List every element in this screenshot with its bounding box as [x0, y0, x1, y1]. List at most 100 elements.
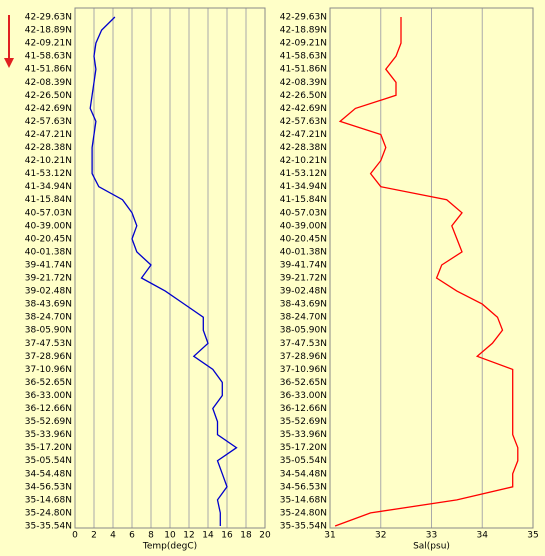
y-tick-label: 36-12.66N	[25, 404, 72, 414]
y-tick-label: 41-58.63N	[25, 52, 72, 62]
y-tick-label: 41-58.63N	[280, 52, 327, 62]
y-tick-label: 39-41.74N	[25, 260, 72, 270]
x-axis-label: Sal(psu)	[413, 542, 450, 552]
y-tick-label: 38-43.69N	[280, 300, 327, 310]
y-tick-label: 35-24.80N	[280, 508, 327, 518]
y-tick-label: 40-20.45N	[25, 234, 72, 244]
x-tick-label: 18	[240, 531, 252, 541]
y-tick-label: 42-57.63N	[25, 117, 72, 127]
y-tick-label: 35-17.20N	[280, 443, 327, 453]
y-tick-label: 37-10.96N	[25, 365, 72, 375]
y-tick-label: 37-28.96N	[25, 352, 72, 362]
y-tick-label: 41-34.94N	[25, 182, 72, 192]
y-tick-label: 40-01.38N	[280, 247, 327, 257]
y-tick-label: 39-02.48N	[25, 287, 72, 297]
y-tick-label: 40-39.00N	[280, 221, 327, 231]
y-tick-label: 35-05.54N	[25, 456, 72, 466]
y-tick-label: 38-05.90N	[25, 326, 72, 336]
y-tick-label: 42-18.89N	[280, 26, 327, 36]
y-tick-label: 42-28.38N	[25, 143, 72, 153]
y-tick-label: 41-15.84N	[280, 195, 327, 205]
x-tick-label: 10	[164, 531, 176, 541]
y-tick-label: 42-42.69N	[25, 104, 72, 114]
y-tick-label: 36-52.65N	[25, 378, 72, 388]
y-tick-label: 36-33.00N	[280, 391, 327, 401]
y-tick-label: 39-41.74N	[280, 260, 327, 270]
y-tick-label: 39-21.72N	[280, 274, 327, 284]
x-tick-label: 16	[221, 531, 233, 541]
y-tick-label: 42-28.38N	[280, 143, 327, 153]
x-tick-label: 34	[477, 531, 489, 541]
y-tick-label: 34-56.53N	[280, 482, 327, 492]
y-tick-label: 40-01.38N	[25, 247, 72, 257]
x-tick-label: 12	[183, 531, 194, 541]
data-line	[89, 16, 238, 526]
y-tick-label: 35-24.80N	[25, 508, 72, 518]
x-tick-label: 20	[259, 531, 271, 541]
y-tick-label: 41-51.86N	[25, 65, 72, 75]
x-tick-label: 32	[375, 531, 386, 541]
x-tick-label: 14	[202, 531, 214, 541]
y-tick-label: 38-24.70N	[25, 313, 72, 323]
y-tick-label: 40-57.03N	[280, 208, 327, 218]
y-tick-label: 38-05.90N	[280, 326, 327, 336]
y-tick-label: 35-33.96N	[280, 430, 327, 440]
x-tick-label: 0	[72, 531, 78, 541]
x-tick-label: 8	[148, 531, 154, 541]
y-tick-label: 41-34.94N	[280, 182, 327, 192]
y-tick-label: 42-26.50N	[25, 91, 72, 101]
y-tick-label: 41-53.12N	[280, 169, 327, 179]
y-tick-label: 40-57.03N	[25, 208, 72, 218]
y-tick-label: 41-51.86N	[280, 65, 327, 75]
y-tick-label: 42-09.21N	[280, 39, 327, 49]
y-tick-label: 42-10.21N	[280, 156, 327, 166]
x-tick-label: 6	[129, 531, 135, 541]
y-tick-label: 42-18.89N	[25, 26, 72, 36]
y-tick-label: 39-21.72N	[25, 274, 72, 284]
y-tick-label: 38-24.70N	[280, 313, 327, 323]
y-tick-label: 34-54.48N	[25, 469, 72, 479]
x-tick-label: 2	[91, 531, 97, 541]
y-tick-label: 42-42.69N	[280, 104, 327, 114]
y-tick-label: 35-33.96N	[25, 430, 72, 440]
y-tick-label: 37-10.96N	[280, 365, 327, 375]
x-tick-label: 4	[110, 531, 116, 541]
plot-frame	[74, 7, 266, 529]
x-tick-label: 31	[324, 531, 335, 541]
y-tick-label: 42-57.63N	[280, 117, 327, 127]
y-tick-label: 34-54.48N	[280, 469, 327, 479]
y-tick-label: 42-47.21N	[280, 130, 327, 140]
y-tick-label: 42-08.39N	[25, 78, 72, 88]
y-tick-label: 35-35.54N	[280, 522, 327, 532]
x-tick-label: 33	[426, 531, 437, 541]
y-tick-label: 42-29.63N	[25, 13, 72, 23]
y-tick-label: 34-56.53N	[25, 482, 72, 492]
x-axis-label: Temp(degC)	[142, 542, 197, 552]
y-tick-label: 37-47.53N	[25, 339, 72, 349]
y-tick-label: 35-14.68N	[280, 495, 327, 505]
y-tick-label: 41-53.12N	[25, 169, 72, 179]
y-tick-label: 35-52.69N	[25, 417, 72, 427]
plot-frame	[329, 7, 534, 529]
y-tick-label: 42-47.21N	[25, 130, 72, 140]
y-tick-label: 42-26.50N	[280, 91, 327, 101]
y-tick-label: 41-15.84N	[25, 195, 72, 205]
direction-arrow	[4, 15, 14, 68]
y-tick-label: 35-14.68N	[25, 495, 72, 505]
y-tick-label: 37-28.96N	[280, 352, 327, 362]
data-line	[334, 17, 519, 527]
y-tick-label: 37-47.53N	[280, 339, 327, 349]
y-tick-label: 42-09.21N	[25, 39, 72, 49]
y-tick-label: 39-02.48N	[280, 287, 327, 297]
y-tick-label: 36-33.00N	[25, 391, 72, 401]
y-tick-label: 42-29.63N	[280, 13, 327, 23]
y-tick-label: 35-05.54N	[280, 456, 327, 466]
y-tick-label: 35-52.69N	[280, 417, 327, 427]
y-tick-label: 40-39.00N	[25, 221, 72, 231]
y-tick-label: 36-52.65N	[280, 378, 327, 388]
y-tick-label: 35-17.20N	[25, 443, 72, 453]
y-tick-label: 36-12.66N	[280, 404, 327, 414]
y-tick-label: 42-08.39N	[280, 78, 327, 88]
x-tick-label: 35	[527, 531, 538, 541]
